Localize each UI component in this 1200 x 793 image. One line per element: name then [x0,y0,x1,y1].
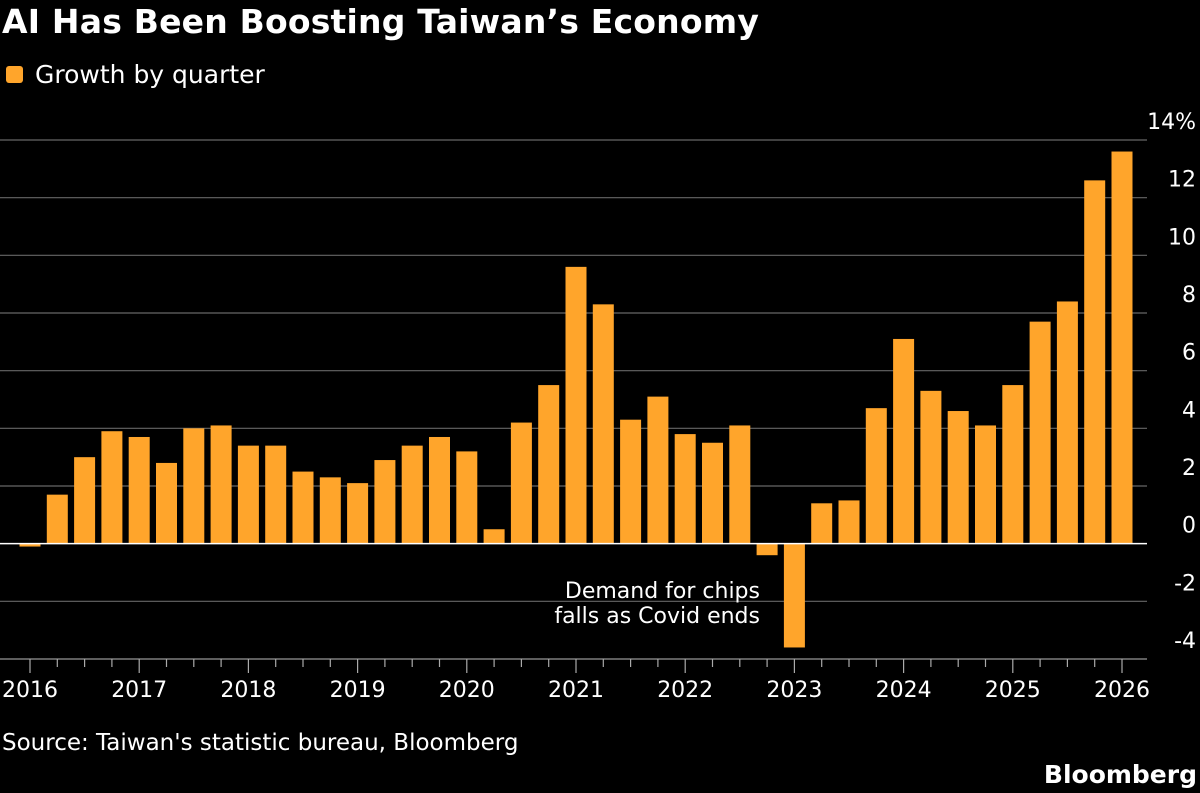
y-tick-label: 14% [1147,110,1196,135]
bar [1056,301,1078,544]
bar [128,436,150,544]
bar [101,431,123,544]
y-tick-label: 10 [1168,225,1196,250]
bar [1111,151,1133,544]
x-tick-label: 2026 [1094,678,1150,703]
bar [729,425,751,544]
bar [865,408,887,544]
y-tick-label: 12 [1168,168,1196,193]
bar [74,457,96,544]
bar [46,494,68,544]
x-tick-label: 2025 [985,678,1041,703]
bar [838,500,860,544]
y-tick-label: 6 [1182,341,1196,366]
chart-title: AI Has Been Boosting Taiwan’s Economy [2,2,760,41]
bar [756,543,778,556]
x-tick-label: 2024 [876,678,932,703]
bar [975,425,996,544]
tick-labels: 14% 12 10 8 6 4 2 0 -2 -4 2016 2017 2018 2019 2020 2021… [2,110,1196,703]
bars [19,151,1133,648]
source-note: Source: Taiwan's statistic bureau, Bloom… [2,730,519,756]
y-tick-label: -4 [1174,629,1196,654]
brand-logo: Bloomberg [1043,760,1197,789]
bar [1002,385,1024,544]
bar [456,451,478,544]
bar [401,445,423,544]
x-tick-label: 2018 [220,678,276,703]
y-tick-label: 2 [1182,456,1196,481]
bar [674,434,696,544]
bar [811,503,833,544]
bar [292,471,314,544]
x-tick-label: 2021 [548,678,604,703]
bar [702,442,723,544]
x-tick-label: 2023 [766,678,822,703]
legend: Growth by quarter [6,60,265,89]
bar [947,411,969,544]
x-tick-label: 2019 [330,678,386,703]
annotation-text: Demand for chips [565,579,760,604]
x-tick-label: 2022 [657,678,713,703]
y-tick-label: 4 [1182,398,1196,423]
y-tick-label: 0 [1182,514,1196,539]
bar [1029,321,1051,544]
bar [538,385,560,544]
x-tick-label: 2016 [2,678,58,703]
bar [19,543,41,547]
bar [237,445,259,544]
bar [620,419,642,544]
bar [510,422,532,544]
bar [156,462,177,544]
annotation-text: falls as Covid ends [554,604,760,629]
bar [374,460,396,544]
bar [483,529,505,544]
bar [920,390,942,544]
y-tick-label: -2 [1174,571,1196,596]
bar [210,425,232,544]
bar [183,428,205,544]
legend-label: Growth by quarter [35,60,265,89]
axes [0,542,1147,673]
x-tick-label: 2017 [111,678,167,703]
bar [347,483,369,544]
bar [893,338,915,544]
bar [429,436,450,544]
y-tick-label: 8 [1182,283,1196,308]
bar [1084,180,1106,544]
bar [783,543,805,648]
bar [565,266,587,544]
legend-swatch [6,66,23,83]
bar [592,304,614,544]
bar [265,445,287,544]
bar [319,477,341,544]
x-tick-label: 2020 [439,678,495,703]
bar [647,396,669,544]
